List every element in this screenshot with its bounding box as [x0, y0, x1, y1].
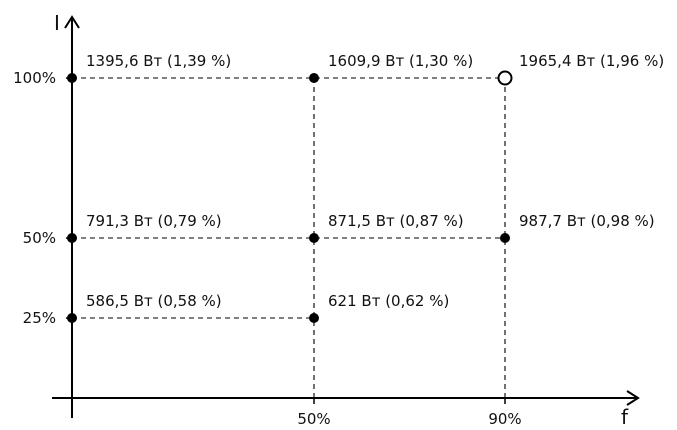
data-point: [500, 233, 510, 243]
axes: I f: [52, 11, 640, 429]
point-value-label: 871,5 Вт (0,87 %): [328, 212, 464, 230]
point-value-label: 1609,9 Вт (1,30 %): [328, 52, 473, 70]
data-point: [309, 73, 319, 83]
data-point: [309, 233, 319, 243]
point-value-label: 987,7 Вт (0,98 %): [519, 212, 655, 230]
data-point: [309, 313, 319, 323]
point-labels: 1395,6 Вт (1,39 %) 1609,9 Вт (1,30 %) 1965…: [86, 52, 664, 310]
y-axis-arrow: [64, 15, 80, 29]
grid-lines: [72, 77, 506, 398]
data-points: [67, 70, 513, 323]
data-point: [67, 73, 77, 83]
point-value-label: 1965,4 Вт (1,96 %): [519, 52, 664, 70]
data-point: [67, 233, 77, 243]
point-value-label: 791,3 Вт (0,79 %): [86, 212, 222, 230]
data-point-open: [497, 70, 513, 86]
y-tick-label: 50%: [23, 229, 56, 247]
data-point: [67, 313, 77, 323]
point-value-label: 621 Вт (0,62 %): [328, 292, 449, 310]
tick-labels: 25% 50% 100% 50% 90%: [13, 69, 522, 428]
y-axis-label: I: [54, 11, 60, 35]
y-tick-label: 100%: [13, 69, 56, 87]
point-value-label: 1395,6 Вт (1,39 %): [86, 52, 231, 70]
x-axis-label: f: [621, 405, 629, 429]
point-value-label: 586,5 Вт (0,58 %): [86, 292, 222, 310]
x-axis-arrow: [626, 390, 640, 406]
x-tick-label: 90%: [488, 410, 521, 428]
y-tick-label: 25%: [23, 309, 56, 327]
x-tick-label: 50%: [297, 410, 330, 428]
